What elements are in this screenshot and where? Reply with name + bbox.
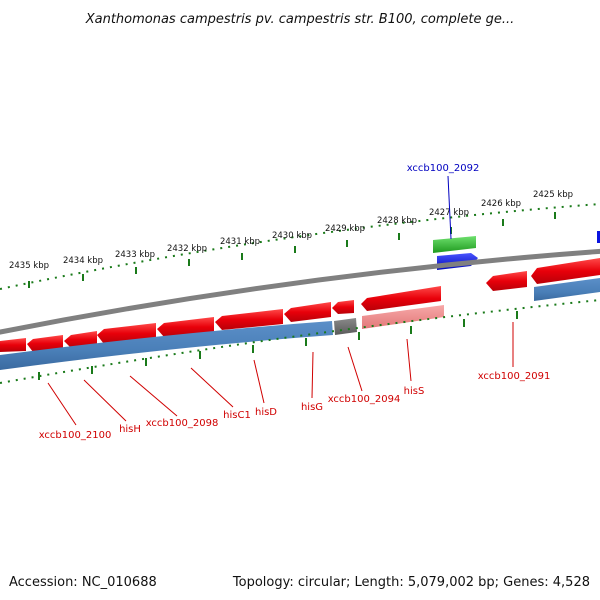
cds-arrow xyxy=(531,258,600,284)
kbp-scale-dotted-arc xyxy=(0,203,600,290)
inner-scale xyxy=(0,299,600,384)
gene-label-xccb100_2091: xccb100_2091 xyxy=(478,371,551,382)
gene-label-xccb100_2100: xccb100_2100 xyxy=(39,430,112,441)
tick-label: 2426 kbp xyxy=(481,199,521,209)
gene-label-hisC1: hisC1 xyxy=(223,410,251,421)
accession-text: Accession: NC_010688 xyxy=(9,575,157,590)
cds-arrow-hisH xyxy=(64,331,97,348)
gene-label-hisG: hisG xyxy=(301,402,323,413)
leader-line xyxy=(47,382,77,426)
leader-line xyxy=(311,351,314,399)
tick-label: 2432 kbp xyxy=(167,244,207,254)
gene-track-segment-grey xyxy=(334,318,357,335)
cds-arrow-pseudo xyxy=(362,305,444,329)
cds-arrow-2100 xyxy=(27,335,63,352)
cds-arrow-hisD xyxy=(215,309,283,330)
tick-label: 2435 kbp xyxy=(9,261,49,271)
green-feature xyxy=(433,236,476,253)
kbp-tick-labels: 2435 kbp 2434 kbp 2433 kbp 2432 kbp 2431… xyxy=(9,190,573,271)
genome-summary-text: Topology: circular; Length: 5,079,002 bp… xyxy=(232,575,590,590)
gene-labels: xccb100_2091 hisS xccb100_2094 hisG hisD… xyxy=(39,322,551,441)
leader-line xyxy=(129,375,178,417)
gene-label-hisH: hisH xyxy=(119,424,141,435)
tick-label: 2431 kbp xyxy=(220,237,260,247)
gene-label-hisD: hisD xyxy=(255,407,277,418)
tick-label: 2428 kbp xyxy=(377,216,417,226)
leader-line xyxy=(253,359,265,404)
cds-arrow-hisC1 xyxy=(157,317,214,337)
inner-scale-dotted-arc xyxy=(0,299,600,384)
gene-label-xccb100_2094: xccb100_2094 xyxy=(328,394,401,405)
cds-arrow-hisG xyxy=(284,302,331,322)
leader-line xyxy=(83,379,127,422)
leader-line xyxy=(406,338,412,382)
kbp-scale xyxy=(0,203,600,290)
cds-track xyxy=(0,258,600,352)
map-title: Xanthomonas campestris pv. campestris st… xyxy=(85,12,515,27)
tick-label: 2434 kbp xyxy=(63,256,103,266)
blue-feature-edge xyxy=(597,231,600,243)
gene-label-hisS: hisS xyxy=(404,386,425,397)
cds-arrow-hisS xyxy=(361,286,441,311)
tick-label: 2430 kbp xyxy=(272,231,312,241)
tick-label: 2433 kbp xyxy=(115,250,155,260)
leader-line xyxy=(447,175,452,240)
tick-label: 2429 kbp xyxy=(325,224,365,234)
gene-track-segment xyxy=(0,321,333,370)
leader-line xyxy=(347,346,363,392)
leader-line xyxy=(190,367,234,408)
tick-label: 2427 kbp xyxy=(429,208,469,218)
cds-arrow xyxy=(0,338,26,352)
gene-track-segment xyxy=(534,278,600,301)
genome-backbone xyxy=(0,248,600,335)
cds-arrow xyxy=(486,271,527,291)
tick-label: 2425 kbp xyxy=(533,190,573,200)
gene-track xyxy=(0,278,600,370)
gene-label-xccb100_2098: xccb100_2098 xyxy=(146,418,219,429)
gene-label-xccb100_2092: xccb100_2092 xyxy=(407,163,480,174)
cds-arrow xyxy=(332,300,354,314)
